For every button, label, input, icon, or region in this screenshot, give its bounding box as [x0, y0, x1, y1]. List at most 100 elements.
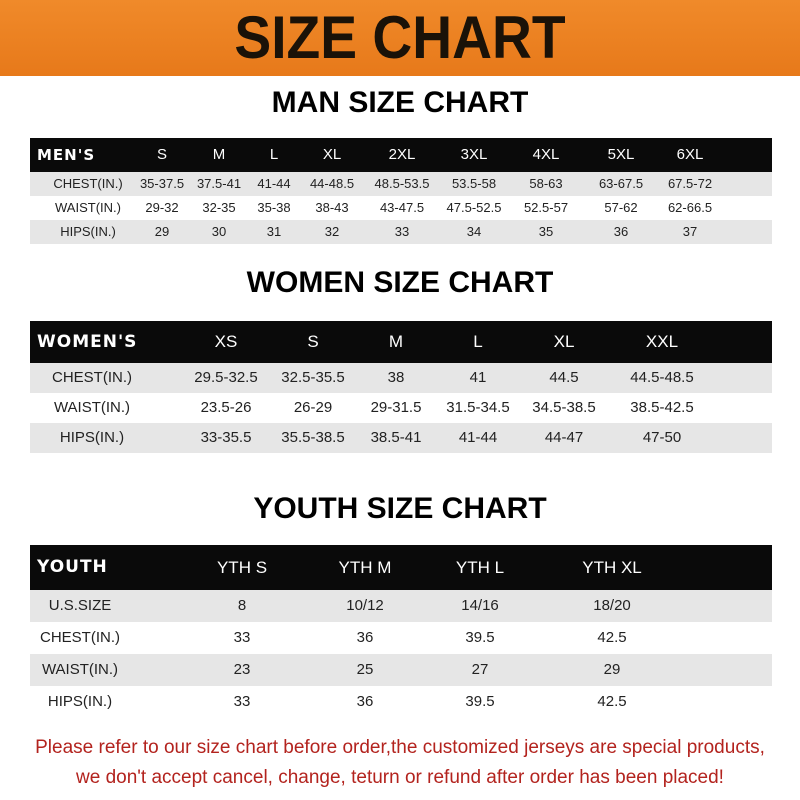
table-cell: 29-32: [145, 200, 179, 215]
table-cell: 8: [237, 597, 247, 614]
table-cell: 42.5: [597, 629, 627, 646]
measurement-label: CHEST(IN.): [52, 369, 132, 386]
table-cell: 44.5-48.5: [630, 369, 694, 386]
size-column-header: XXL: [645, 332, 679, 351]
table-cell: 37.5-41: [196, 176, 242, 191]
table-row: U.S.SIZE 8 10/12 14/16 18/20: [30, 590, 772, 622]
table-cell: 33: [394, 224, 410, 239]
size-column-header: XS: [214, 332, 238, 351]
measurement-label: HIPS(IN.): [47, 693, 113, 710]
table-row: WAIST(IN.) 23.5-26 26-29 29-31.5 31.5-34.5 34…: [30, 393, 772, 423]
size-column-header: 5XL: [607, 146, 635, 163]
table-cell: 36: [356, 693, 374, 710]
table-cell: 43-47.5: [379, 200, 425, 215]
size-column-header: 4XL: [532, 146, 560, 163]
disclaimer-line-2: we don't accept cancel, change, teturn o…: [76, 767, 724, 788]
table-row: WAIST(IN.) 23 25 27 29: [30, 654, 772, 686]
table-cell: 37: [682, 224, 698, 239]
size-column-header: L: [269, 146, 279, 163]
table-cell: 38: [387, 369, 405, 386]
youth-section-title: YOUTH SIZE CHART: [253, 492, 547, 525]
table-row: HIPS(IN.) 33 36 39.5 42.5: [30, 686, 772, 718]
table-cell: 47.5-52.5: [446, 200, 502, 215]
youth-header-row: YOUTH YTH S YTH M YTH L YTH XL: [30, 545, 772, 590]
table-cell: 57-62: [604, 200, 638, 215]
table-cell: 44.5: [549, 369, 579, 386]
table-cell: 58-63: [529, 176, 563, 191]
table-row: CHEST(IN.) 29.5-32.5 32.5-35.5 38 41 44.5 44.5…: [30, 363, 772, 393]
table-row: HIPS(IN.) 29 30 31 32 33 34 35 36 37: [30, 220, 772, 244]
table-cell: 42.5: [597, 693, 627, 710]
size-column-header: YTH L: [455, 558, 505, 577]
size-column-header: M: [212, 146, 226, 163]
table-cell: 33: [233, 629, 251, 646]
table-cell: 32: [324, 224, 340, 239]
table-cell: 36: [613, 224, 629, 239]
table-cell: 41-44: [257, 176, 291, 191]
table-cell: 47-50: [642, 429, 682, 446]
table-cell: 41: [469, 369, 487, 386]
table-label-header: WOMEN'S: [37, 332, 138, 352]
size-column-header: L: [473, 332, 483, 351]
table-cell: 29: [603, 661, 621, 678]
table-cell: 25: [356, 661, 374, 678]
size-column-header: YTH S: [216, 558, 268, 577]
table-cell: 33-35.5: [200, 429, 252, 446]
table-cell: 30: [211, 224, 227, 239]
table-cell: 31: [266, 224, 282, 239]
size-column-header: 3XL: [460, 146, 488, 163]
table-row: WAIST(IN.) 29-32 32-35 35-38 38-43 43-47.5 47.…: [30, 196, 772, 220]
measurement-label: WAIST(IN.): [55, 200, 121, 215]
table-cell: 34: [466, 224, 482, 239]
size-column-header: S: [307, 332, 319, 351]
size-column-header: YTH M: [338, 558, 392, 577]
table-cell: 29.5-32.5: [194, 369, 258, 386]
disclaimer-note: Please refer to our size chart before or…: [0, 733, 800, 793]
women-size-table: WOMEN'S XS S M L XL XXL CHEST(IN.) 29.5-32.5 32.5…: [30, 321, 772, 453]
table-row: HIPS(IN.) 33-35.5 35.5-38.5 38.5-41 41-44 44-…: [30, 423, 772, 453]
table-cell: 35-37.5: [139, 176, 185, 191]
table-cell: 63-67.5: [598, 176, 644, 191]
measurement-label: CHEST(IN.): [40, 629, 120, 646]
table-cell: 18/20: [593, 597, 631, 614]
table-cell: 31.5-34.5: [446, 399, 510, 416]
table-cell: 32.5-35.5: [281, 369, 345, 386]
size-column-header: 6XL: [676, 146, 704, 163]
table-cell: 35.5-38.5: [281, 429, 345, 446]
measurement-label: U.S.SIZE: [48, 597, 112, 614]
table-cell: 38.5-41: [370, 429, 422, 446]
size-column-header: XL: [553, 332, 575, 351]
banner-title: SIZE CHART: [234, 4, 566, 71]
size-column-header: S: [156, 146, 168, 163]
table-row: CHEST(IN.) 35-37.5 37.5-41 41-44 44-48.5 48.5…: [30, 172, 772, 196]
youth-size-table: YOUTH YTH S YTH M YTH L YTH XL U.S.SIZE 8 10/12…: [30, 545, 772, 718]
table-cell: 44-48.5: [309, 176, 355, 191]
table-cell: 23: [233, 661, 251, 678]
table-cell: 53.5-58: [451, 176, 497, 191]
table-cell: 32-35: [202, 200, 236, 215]
table-cell: 52.5-57: [523, 200, 569, 215]
banner: SIZE CHART: [0, 0, 800, 76]
table-cell: 35: [538, 224, 554, 239]
men-section-title: MAN SIZE CHART: [271, 86, 529, 119]
table-label-header: YOUTH: [37, 557, 108, 577]
table-cell: 41-44: [458, 429, 498, 446]
disclaimer-line-1: Please refer to our size chart before or…: [35, 737, 765, 758]
table-cell: 14/16: [461, 597, 499, 614]
men-header-row: MEN'S S M L XL 2XL 3XL 4XL 5XL 6XL: [30, 138, 772, 172]
table-cell: 48.5-53.5: [374, 176, 430, 191]
table-cell: 23.5-26: [200, 399, 252, 416]
table-cell: 38-43: [315, 200, 349, 215]
table-cell: 38.5-42.5: [630, 399, 694, 416]
table-cell: 29: [154, 224, 170, 239]
table-cell: 26-29: [293, 399, 333, 416]
table-label-header: MEN'S: [37, 146, 96, 164]
size-column-header: 2XL: [388, 146, 416, 163]
table-cell: 33: [233, 693, 251, 710]
table-cell: 67.5-72: [667, 176, 713, 191]
table-cell: 29-31.5: [370, 399, 422, 416]
table-cell: 39.5: [465, 629, 495, 646]
measurement-label: HIPS(IN.): [60, 224, 116, 239]
size-column-header: YTH XL: [582, 558, 642, 577]
table-cell: 36: [356, 629, 374, 646]
